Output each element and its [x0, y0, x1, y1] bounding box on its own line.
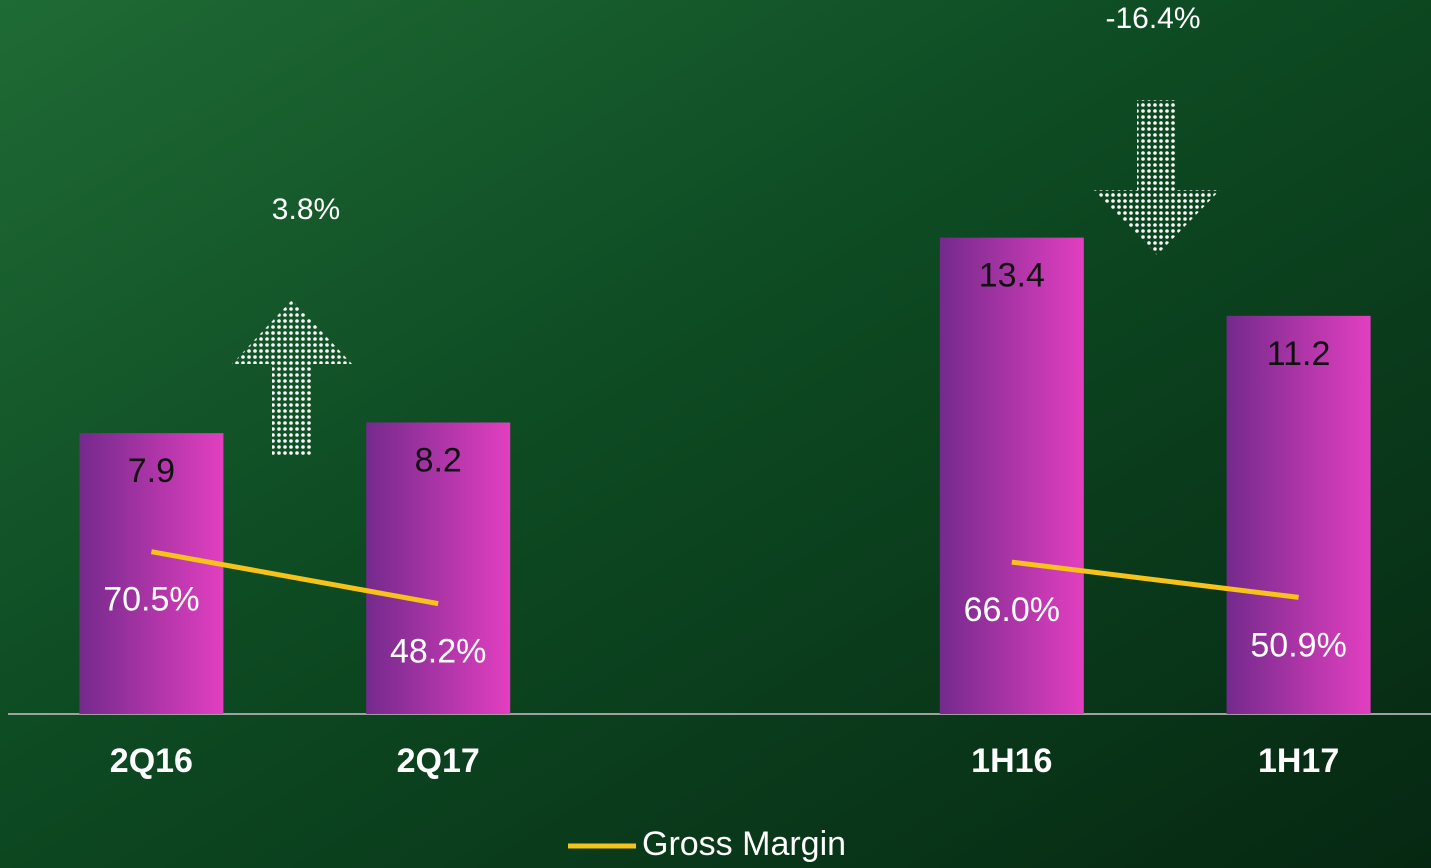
bar-value-label: 13.4	[979, 257, 1045, 295]
bar-value-label: 11.2	[1267, 335, 1331, 373]
annotation: 3.8%	[272, 193, 340, 226]
bar	[1226, 315, 1371, 714]
bar	[366, 422, 511, 714]
line-value-label: 70.5%	[103, 581, 199, 619]
legend-label: Gross Margin	[642, 825, 846, 863]
bar	[79, 433, 224, 714]
annotation: -16.4%	[1105, 2, 1200, 35]
down-arrow	[1094, 100, 1220, 255]
line	[150, 549, 1299, 607]
x-tick-label: 2Q17	[397, 742, 480, 780]
x-tick-label: 2Q16	[110, 742, 193, 780]
bar	[939, 237, 1084, 714]
line-value-label: 66.0%	[964, 591, 1060, 629]
up-arrow	[232, 300, 352, 455]
x-tick-label: 1H16	[971, 742, 1052, 780]
line-value-label: 50.9%	[1250, 626, 1346, 664]
bar-value-label: 8.2	[415, 441, 462, 479]
x-tick-label: 1H17	[1258, 742, 1339, 780]
bar-value-label: 7.9	[128, 452, 175, 490]
line-value-label: 48.2%	[390, 633, 486, 671]
